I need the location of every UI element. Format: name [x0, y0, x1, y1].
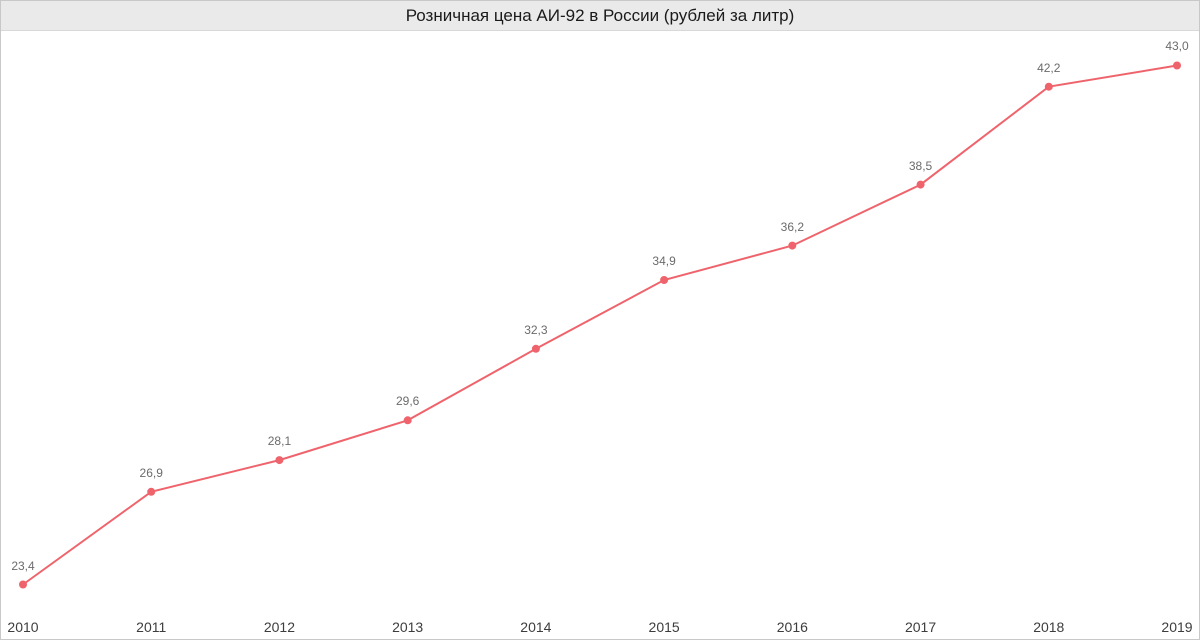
- x-axis-tick: 2012: [264, 619, 295, 635]
- data-point: [19, 581, 27, 589]
- data-point-label: 38,5: [909, 159, 932, 173]
- data-point-label: 29,6: [396, 394, 419, 408]
- data-point: [788, 242, 796, 250]
- x-axis-tick: 2011: [136, 619, 166, 635]
- line-series: [1, 31, 1199, 639]
- data-point: [1045, 83, 1053, 91]
- data-point-label: 42,2: [1037, 61, 1060, 75]
- x-axis-tick: 2013: [392, 619, 423, 635]
- data-point: [147, 488, 155, 496]
- data-point: [1173, 62, 1181, 70]
- plot-area: 23,4 2010 26,9 2011 28,1 2012 29,6 2013 32,3 2014…: [1, 31, 1199, 639]
- data-point-label: 26,9: [140, 466, 163, 480]
- data-point-label: 34,9: [652, 254, 675, 268]
- x-axis-tick: 2018: [1033, 619, 1064, 635]
- data-point: [917, 181, 925, 189]
- data-point: [532, 345, 540, 353]
- data-point: [404, 416, 412, 424]
- data-point: [660, 276, 668, 284]
- data-point-label: 36,2: [781, 220, 804, 234]
- line-path: [23, 66, 1177, 585]
- data-point-label: 28,1: [268, 434, 291, 448]
- chart-container: Розничная цена АИ-92 в России (рублей за…: [0, 0, 1200, 640]
- data-point: [275, 456, 283, 464]
- data-point-label: 23,4: [11, 559, 34, 573]
- x-axis-tick: 2010: [7, 619, 38, 635]
- data-point-label: 32,3: [524, 323, 547, 337]
- x-axis-tick: 2016: [777, 619, 808, 635]
- chart-title: Розничная цена АИ-92 в России (рублей за…: [1, 1, 1199, 31]
- x-axis-tick: 2017: [905, 619, 936, 635]
- data-point-label: 43,0: [1165, 39, 1188, 53]
- x-axis-tick: 2014: [520, 619, 551, 635]
- x-axis-tick: 2015: [649, 619, 680, 635]
- x-axis-tick: 2019: [1161, 619, 1192, 635]
